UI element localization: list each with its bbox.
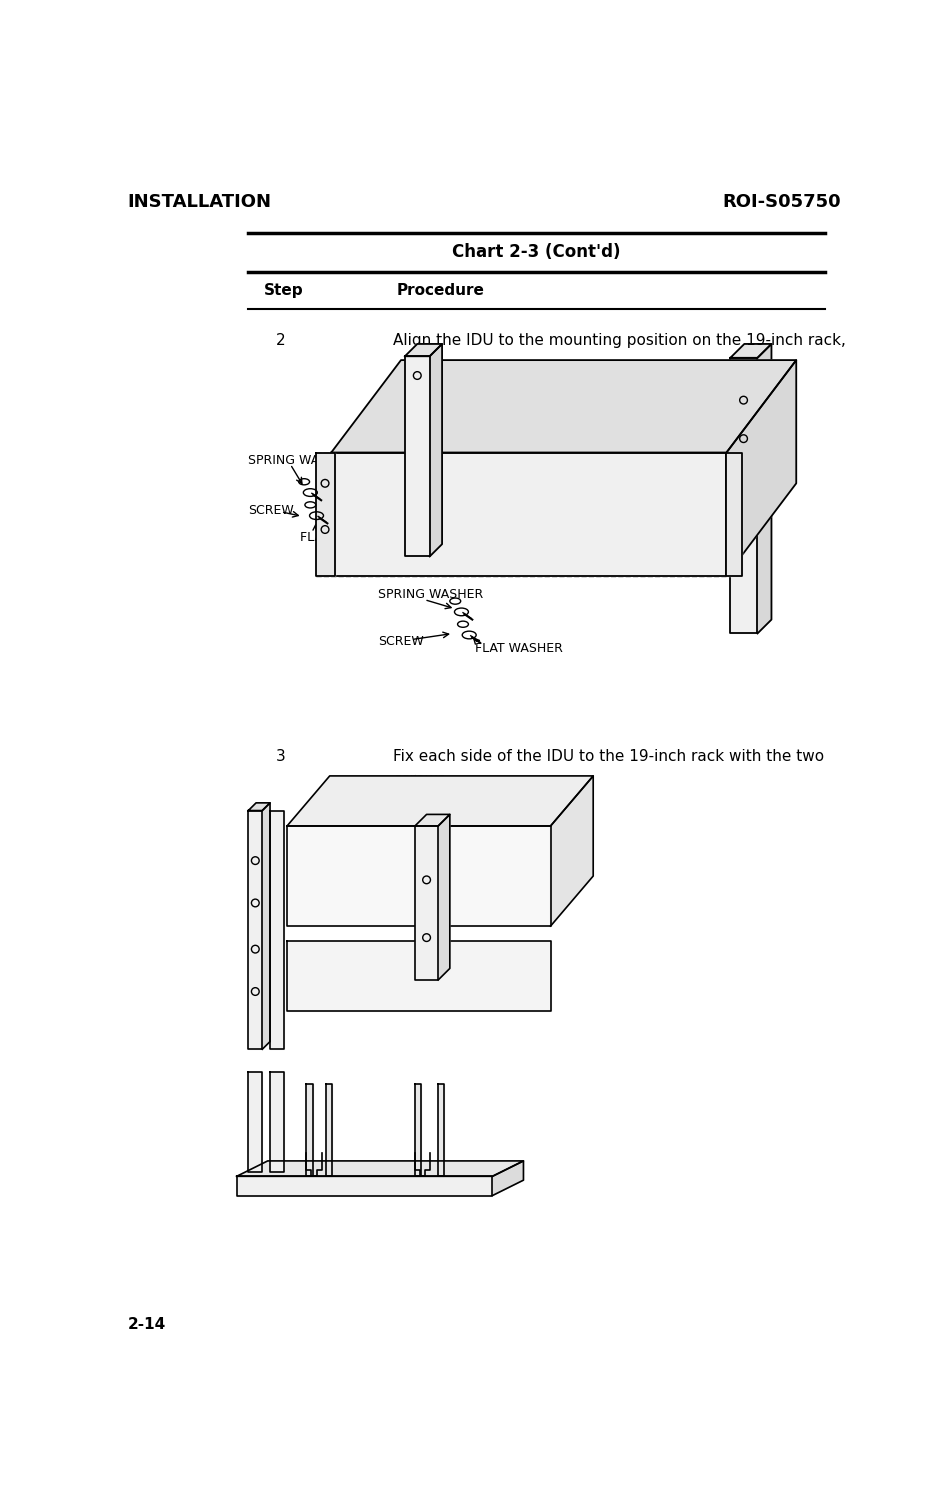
Polygon shape <box>492 1162 523 1196</box>
Polygon shape <box>438 814 449 979</box>
Text: Chart 2-3 (Cont'd): Chart 2-3 (Cont'd) <box>452 243 620 261</box>
Text: Align the IDU to the mounting position on the 19-inch rack,: Align the IDU to the mounting position o… <box>393 333 845 348</box>
Polygon shape <box>438 1084 444 1176</box>
Polygon shape <box>331 360 796 452</box>
Polygon shape <box>414 814 449 826</box>
Text: Step: Step <box>263 284 303 299</box>
Polygon shape <box>326 1084 331 1176</box>
Polygon shape <box>248 1072 262 1172</box>
Polygon shape <box>730 343 770 358</box>
Polygon shape <box>248 803 270 811</box>
Text: INSTALLATION: INSTALLATION <box>127 193 271 211</box>
Polygon shape <box>757 343 770 633</box>
Polygon shape <box>414 1084 421 1176</box>
Polygon shape <box>315 452 335 576</box>
Text: 2-14: 2-14 <box>127 1317 165 1332</box>
Polygon shape <box>287 826 550 926</box>
Text: 3: 3 <box>276 749 285 764</box>
Polygon shape <box>414 826 438 979</box>
Polygon shape <box>726 452 741 576</box>
Text: SPRING WASHER: SPRING WASHER <box>248 454 353 467</box>
Polygon shape <box>730 358 757 633</box>
Text: SCREW: SCREW <box>378 635 423 648</box>
Text: Procedure: Procedure <box>396 284 484 299</box>
Text: SPRING WASHER: SPRING WASHER <box>378 588 482 602</box>
Polygon shape <box>287 776 593 826</box>
Text: FLAT WASHER: FLAT WASHER <box>300 530 388 543</box>
Polygon shape <box>430 343 442 557</box>
Text: Fix each side of the IDU to the 19-inch rack with the two: Fix each side of the IDU to the 19-inch … <box>393 749 823 764</box>
Polygon shape <box>306 1084 312 1176</box>
Polygon shape <box>262 803 270 1050</box>
Text: FLAT WASHER: FLAT WASHER <box>474 642 562 655</box>
Polygon shape <box>270 1072 284 1172</box>
Text: ROI-S05750: ROI-S05750 <box>722 193 840 211</box>
Polygon shape <box>236 1162 523 1176</box>
Polygon shape <box>404 357 430 557</box>
Polygon shape <box>236 1176 492 1196</box>
Polygon shape <box>550 776 593 926</box>
Polygon shape <box>270 811 284 1050</box>
Text: 2: 2 <box>276 333 285 348</box>
Polygon shape <box>331 452 726 576</box>
Polygon shape <box>287 942 550 1011</box>
Polygon shape <box>726 360 796 576</box>
Text: screws,: screws, <box>393 772 450 787</box>
Polygon shape <box>404 343 442 357</box>
Text: IDU: IDU <box>447 899 520 914</box>
Text: SCREW: SCREW <box>248 503 294 517</box>
Polygon shape <box>248 811 262 1050</box>
